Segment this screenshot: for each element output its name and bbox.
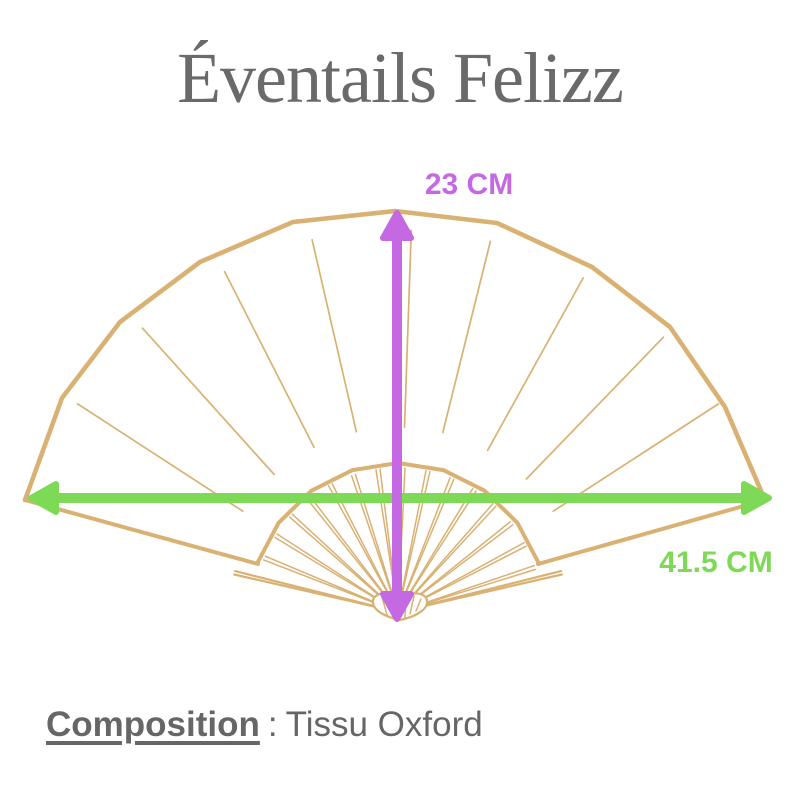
height-arrow-bottom-head-icon [380, 591, 414, 622]
height-arrow-top-head-icon [380, 210, 414, 241]
composition-colon: : [267, 705, 278, 744]
width-arrow-left-head-icon [28, 481, 59, 515]
height-dimension-label: 23 CM [424, 168, 514, 201]
brand-title: Éventails Felizz [177, 38, 624, 118]
composition-value: Tissu Oxford [285, 705, 483, 744]
composition-label: Composition [46, 705, 260, 744]
width-arrow-right-head-icon [741, 481, 772, 515]
height-dimension-arrow [380, 210, 414, 622]
fan-drawing [22, 208, 768, 609]
composition-line: Composition: Tissu Oxford [46, 707, 483, 742]
width-dimension-label: 41.5 CM [659, 546, 773, 579]
